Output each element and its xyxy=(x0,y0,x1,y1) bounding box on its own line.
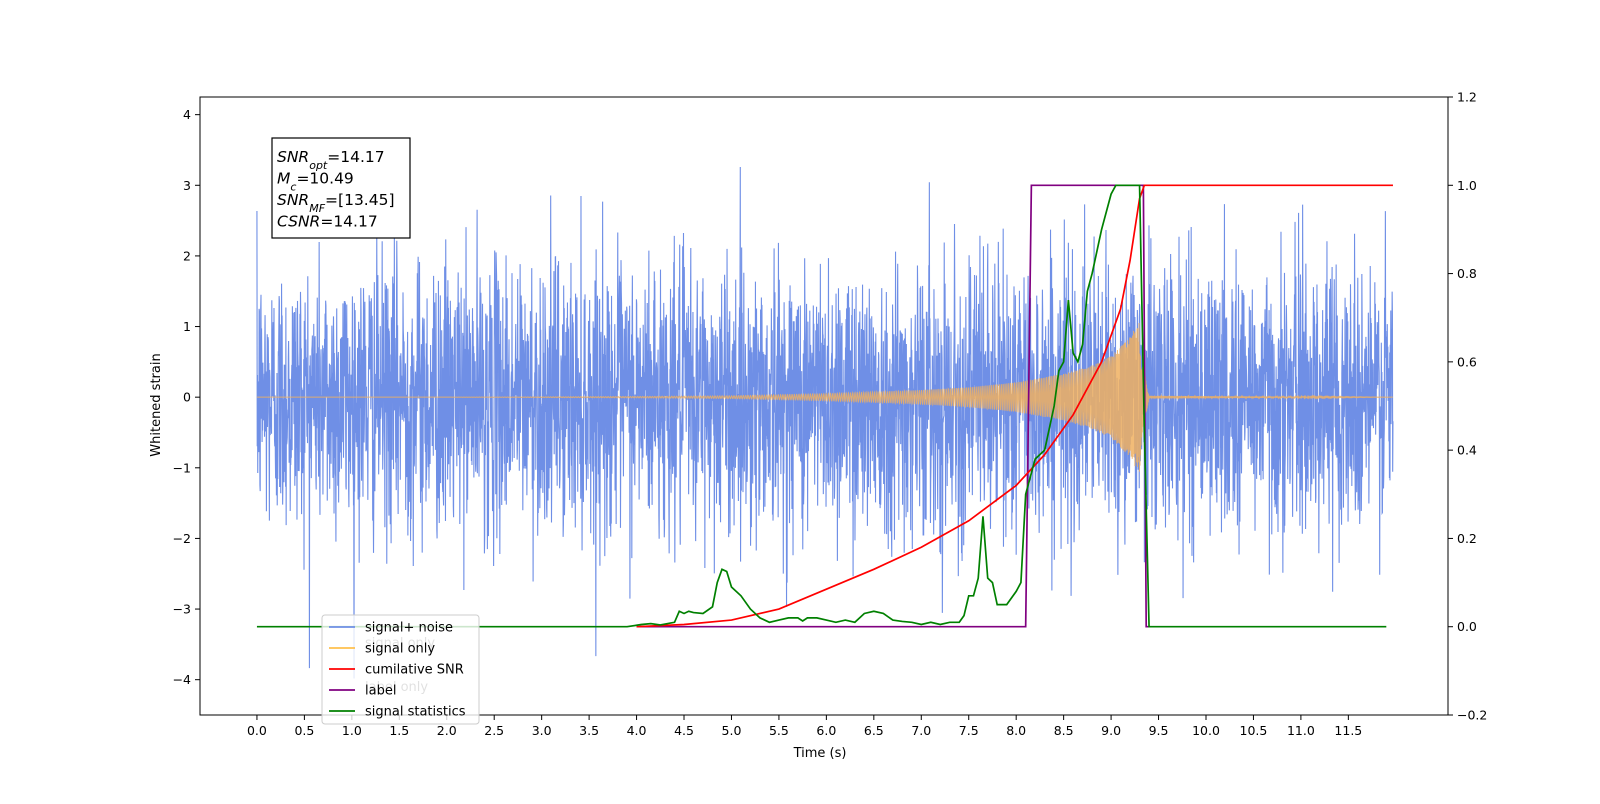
x-tick-label: 5.0 xyxy=(722,723,742,738)
y-right-tick-label: 0.4 xyxy=(1457,443,1477,458)
x-axis-label: Time (s) xyxy=(793,746,847,761)
legend-frame xyxy=(321,614,480,725)
y-right-tick-label: 1.2 xyxy=(1457,90,1477,105)
x-tick-label: 2.5 xyxy=(484,723,504,738)
y-axis-label: Whitened strain xyxy=(149,353,164,456)
x-tick-label: 0.0 xyxy=(247,723,267,738)
x-tick-label: 7.0 xyxy=(911,723,931,738)
x-tick-label: 9.5 xyxy=(1149,723,1169,738)
y-right-tick-label: 0.8 xyxy=(1457,266,1477,281)
annotation-line: CSNR=14.17 xyxy=(277,213,378,231)
x-tick-label: 1.5 xyxy=(389,723,409,738)
legend-label: signal statistics xyxy=(365,705,466,720)
y-right-tick-label: 0.2 xyxy=(1457,531,1477,546)
x-tick-label: 1.0 xyxy=(342,723,362,738)
legend-label: signal only xyxy=(365,642,435,657)
x-tick-label: 9.0 xyxy=(1101,723,1121,738)
x-tick-label: 8.5 xyxy=(1054,723,1074,738)
x-tick-label: 11.5 xyxy=(1334,723,1362,738)
y-left-tick-label: 4 xyxy=(183,107,191,122)
y-right-tick-label: −0.2 xyxy=(1457,708,1487,723)
y-axis-right: 1.2 1.0 0.8 0.6 0.4 0.2 0.0 −0.2 xyxy=(1448,90,1487,723)
x-tick-label: 2.0 xyxy=(437,723,457,738)
stats-annotation-box: SNRopt=14.17Mc=10.49SNRMF=[13.45]CSNR=14… xyxy=(271,137,411,239)
y-right-tick-label: 0.0 xyxy=(1457,619,1477,634)
legend-label: label xyxy=(365,684,396,699)
y-left-tick-label: 3 xyxy=(183,178,191,193)
series-signal-only xyxy=(256,323,1393,472)
y-left-tick-label: 2 xyxy=(183,248,191,263)
x-axis: 0.0 0.5 1.0 1.5 2.0 2.5 3.0 3.5 4.0 4.5 5.0 5.5 6.0 6… xyxy=(247,715,1362,738)
x-tick-label: 10.0 xyxy=(1192,723,1220,738)
y-left-tick-label: −1 xyxy=(173,460,191,475)
y-left-tick-label: −2 xyxy=(173,531,191,546)
x-tick-label: 3.0 xyxy=(532,723,552,738)
y-right-tick-label: 1.0 xyxy=(1457,178,1477,193)
x-tick-label: 3.5 xyxy=(579,723,599,738)
x-tick-label: 7.5 xyxy=(959,723,979,738)
plot-frame xyxy=(199,96,1449,716)
legend-ghost-text: signal only xyxy=(365,636,435,651)
y-left-tick-label: −4 xyxy=(173,672,191,687)
y-left-tick-label: 0 xyxy=(183,390,191,405)
x-tick-label: 10.5 xyxy=(1240,723,1268,738)
annotation-line: Mc=10.49 xyxy=(277,170,354,194)
plot-area xyxy=(256,167,1394,679)
series-label xyxy=(636,184,1150,628)
x-tick-label: 6.5 xyxy=(864,723,884,738)
series-signal-statistics xyxy=(256,184,1387,628)
legend-ghost-text: label only xyxy=(365,680,428,695)
y-left-tick-label: −3 xyxy=(173,602,191,617)
x-tick-label: 5.5 xyxy=(769,723,789,738)
annotation-frame xyxy=(271,137,411,239)
x-tick-label: 6.0 xyxy=(816,723,836,738)
y-left-tick-label: 1 xyxy=(183,319,191,334)
x-tick-label: 11.0 xyxy=(1287,723,1315,738)
x-tick-label: 4.0 xyxy=(627,723,647,738)
annotation-line: SNRopt=14.17 xyxy=(277,148,385,172)
y-right-tick-label: 0.6 xyxy=(1457,354,1477,369)
legend-label: cumilative SNR xyxy=(365,663,464,678)
annotation-line: SNRMF=[13.45] xyxy=(277,191,395,215)
x-tick-label: 4.5 xyxy=(674,723,694,738)
x-tick-label: 8.0 xyxy=(1006,723,1026,738)
legend-label: signal+ noise xyxy=(365,621,453,636)
y-axis-left: 4 3 2 1 0 −1 −2 −3 −4 xyxy=(173,107,200,687)
x-tick-label: 0.5 xyxy=(294,723,314,738)
